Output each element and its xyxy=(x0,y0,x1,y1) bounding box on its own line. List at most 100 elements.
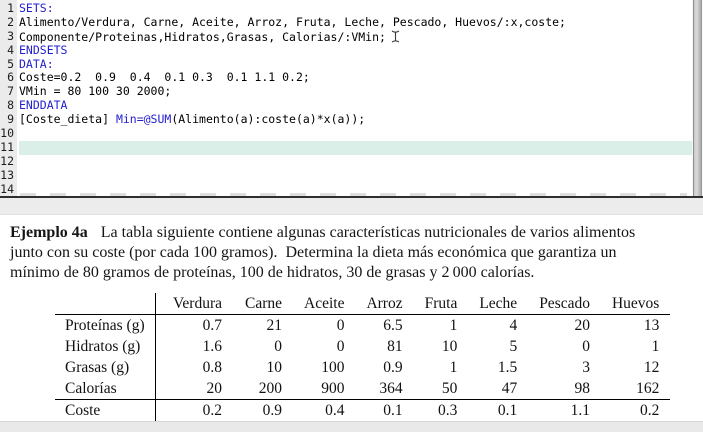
row-label: Calorías xyxy=(55,378,156,400)
table-cell: 12 xyxy=(643,359,660,376)
table-row: Calorías 20 200 900 364 50 47 98 162 xyxy=(55,378,670,400)
table-cell: 0.1 xyxy=(355,399,414,421)
table-cell: 1.5 xyxy=(497,359,518,376)
column-header: Huevos xyxy=(600,293,671,315)
code-line-4[interactable]: ENDSETS xyxy=(19,42,690,58)
column-header: Aceite xyxy=(293,293,356,315)
table-cell: 50 xyxy=(441,380,458,397)
table-cell: 0.4 xyxy=(293,399,356,421)
table-row: Grasas (g) 0.8 10 100 0.9 1 1.5 3 12 xyxy=(55,357,670,378)
line-number: 12 xyxy=(0,153,14,168)
window-divider-band xyxy=(0,198,703,215)
code-line-7[interactable]: VMin = 80 100 30 2000; xyxy=(19,84,690,99)
table-cell: 4 xyxy=(509,317,518,334)
line-number: 13 xyxy=(0,167,14,182)
code-line-5[interactable]: DATA: xyxy=(19,57,690,72)
code-text-area[interactable]: SETS: Alimento/Verdura, Carne, Aceite, Ar… xyxy=(17,0,703,196)
code-line-2[interactable]: Alimento/Verdura, Carne, Aceite, Arroz, … xyxy=(19,14,690,30)
table-cell: 10 xyxy=(441,338,458,355)
table-cell: 1.6 xyxy=(202,338,222,355)
line-number: 3 xyxy=(7,28,14,43)
code-line-8[interactable]: ENDDATA xyxy=(19,98,690,113)
table-cell: 6.5 xyxy=(383,317,403,334)
line-number: 4 xyxy=(7,42,14,57)
table-cell: 0.8 xyxy=(202,359,222,376)
line-number: 11 xyxy=(0,139,14,154)
table-cell: 0.9 xyxy=(383,359,403,376)
code-line-6[interactable]: Coste=0.2 0.9 0.4 0.1 0.3 0.1 1.1 0.2; xyxy=(19,71,690,85)
table-cell: 0.9 xyxy=(233,399,293,421)
paragraph-line-2: junto con su coste (por cada 100 gramos)… xyxy=(10,244,617,261)
keyword-token: Min=@SUM xyxy=(115,112,172,127)
row-label: Grasas (g) xyxy=(55,357,156,378)
table-cell: 5 xyxy=(509,338,518,355)
line-number: 10 xyxy=(0,126,14,141)
paragraph-line-3: mínimo de 80 gramos de proteínas, 100 de… xyxy=(10,264,535,281)
code-line-3[interactable]: Componente/Proteinas,Hidratos,Grasas, Ca… xyxy=(19,30,690,44)
code-line-1[interactable]: SETS: xyxy=(19,1,690,16)
example-title: Ejemplo 4a xyxy=(10,224,88,241)
code-text: [Coste_dieta] xyxy=(19,112,116,127)
line-number: 1 xyxy=(7,1,14,15)
column-header: Arroz xyxy=(355,293,414,315)
column-header: Fruta xyxy=(413,293,469,315)
table-cell: 200 xyxy=(258,380,282,397)
row-label: Proteínas (g) xyxy=(55,314,156,336)
code-text: (Alimento(a):coste(a)*x(a)); xyxy=(171,112,366,127)
editor-vertical-scrollbar[interactable] xyxy=(692,0,703,196)
table-cell: 1.1 xyxy=(528,399,601,421)
line-number: 7 xyxy=(7,84,14,99)
table-cell: 0.2 xyxy=(155,399,233,421)
scrollbar-thumb[interactable] xyxy=(693,0,702,196)
code-text: Coste=0.2 0.9 0.4 0.1 0.3 0.1 1.1 0.2; xyxy=(19,70,310,85)
code-line-11-highlighted[interactable] xyxy=(19,140,701,155)
code-text: VMin = 80 100 30 2000; xyxy=(19,84,172,99)
table-cell: 81 xyxy=(387,338,403,355)
table-cell: 0.1 xyxy=(468,399,529,421)
code-text: Alimento/Verdura, Carne, Aceite, Arroz, … xyxy=(19,14,566,29)
table-cell: 10 xyxy=(266,359,283,376)
table-cell: 0 xyxy=(336,317,345,334)
code-line-13[interactable] xyxy=(19,169,690,183)
line-number: 9 xyxy=(7,112,14,127)
table-row: Proteínas (g) 0.7 21 0 6.5 1 4 20 13 xyxy=(55,314,670,336)
table-row: Hidratos (g) 1.6 0 0 81 10 5 0 1 xyxy=(55,336,670,357)
line-number-gutter: 1 2 3 4 5 6 7 8 9 10 11 12 13 14 xyxy=(0,0,17,196)
table-cell: 100 xyxy=(321,359,345,376)
table-cell: 900 xyxy=(321,380,345,397)
row-label: Coste xyxy=(55,399,156,421)
table-cell: 0 xyxy=(336,338,345,355)
table-cell: 0 xyxy=(582,338,590,355)
text-cursor-ibeam-icon xyxy=(391,30,400,47)
code-line-12[interactable] xyxy=(19,155,690,169)
table-cell: 364 xyxy=(379,380,403,397)
table-row: Coste 0.2 0.9 0.4 0.1 0.3 0.1 1.1 0.2 xyxy=(55,399,671,421)
line-number: 14 xyxy=(0,181,14,196)
table-cell: 0.2 xyxy=(600,399,671,421)
code-line-9[interactable]: [Coste_dieta] Min=@SUM(Alimento(a):coste… xyxy=(19,112,690,127)
table-cell: 1 xyxy=(449,359,458,376)
line-number: 8 xyxy=(7,98,14,113)
code-line-10[interactable] xyxy=(19,127,690,141)
column-header: Leche xyxy=(468,293,529,315)
table-cell: 98 xyxy=(574,380,590,397)
keyword-token: ENDDATA xyxy=(19,98,68,113)
table-cell: 21 xyxy=(266,317,283,334)
bottom-window-strip xyxy=(0,421,703,432)
line-number: 6 xyxy=(7,70,14,85)
table-cell: 162 xyxy=(636,380,660,397)
table-header-row: Verdura Carne Aceite Arroz Fruta Leche Pescado… xyxy=(55,293,671,315)
code-editor[interactable]: 1 2 3 4 5 6 7 8 9 10 11 12 13 14 SETS: Alimento/Verdur… xyxy=(0,0,703,198)
clipped-next-line-artifact xyxy=(20,193,687,196)
table-cell: 0 xyxy=(274,338,282,355)
table-corner-cell xyxy=(55,293,156,315)
table-cell: 1 xyxy=(449,317,458,334)
column-header: Verdura xyxy=(155,293,233,315)
table-cell: 20 xyxy=(206,380,223,397)
table-cell: 20 xyxy=(574,317,590,334)
keyword-token: ENDSETS xyxy=(19,42,68,57)
table-cell: 3 xyxy=(582,359,590,376)
table-cell: 1 xyxy=(651,338,660,355)
keyword-token: SETS: xyxy=(19,1,54,15)
